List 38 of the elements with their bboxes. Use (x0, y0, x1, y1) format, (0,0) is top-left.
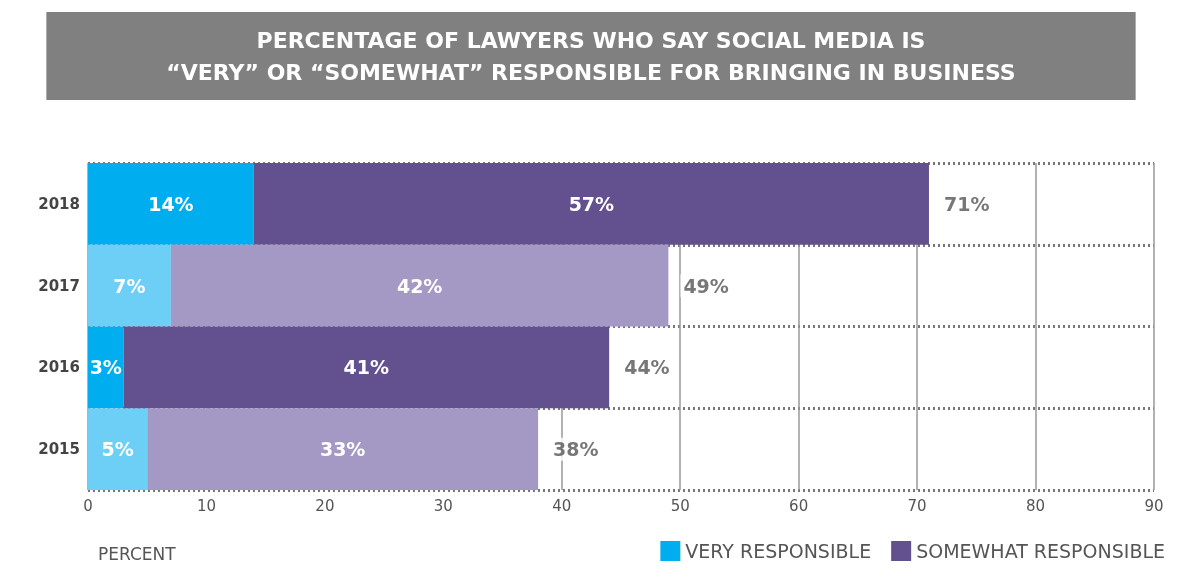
x-tick-label: 80 (1026, 496, 1046, 515)
x-tick-label: 60 (789, 496, 809, 515)
x-tick-label: 20 (315, 496, 335, 515)
data-label: 42% (396, 274, 443, 297)
data-label: 5% (101, 438, 134, 461)
total-label: 44% (624, 356, 670, 379)
y-tick-label: 2018 (38, 194, 80, 213)
bar (253, 163, 929, 245)
bar (88, 326, 124, 409)
bar (88, 163, 254, 245)
data-label: 7% (113, 274, 146, 297)
bar (88, 408, 148, 490)
data-label: 57% (568, 192, 615, 215)
data-label: 33% (319, 438, 366, 461)
x-axis-title: PERCENT (98, 543, 177, 564)
y-tick-label: 2015 (38, 440, 80, 459)
data-label: 3% (89, 356, 122, 379)
data-label: 14% (148, 192, 194, 215)
x-tick-label: 70 (907, 496, 927, 515)
x-tick-label: 10 (196, 496, 216, 515)
bar (170, 244, 669, 327)
bar (123, 326, 610, 409)
total-label: 49% (683, 274, 729, 297)
x-tick-label: 30 (433, 496, 453, 515)
legend-label: VERY RESPONSIBLE (685, 540, 872, 562)
y-tick-label: 2017 (38, 276, 80, 295)
x-tick-label: 0 (83, 496, 93, 515)
x-tick-label: 90 (1144, 496, 1164, 515)
x-tick-label: 40 (552, 496, 572, 515)
x-tick-label: 50 (670, 496, 690, 515)
y-tick-label: 2016 (38, 358, 80, 377)
bar (88, 244, 171, 327)
bar (147, 408, 539, 490)
chart-title: PERCENTAGE OF LAWYERS WHO SAY SOCIAL MEDIA IS “VERY” OR “SOMEWHAT” RESPONSIBLE FOR BRINGING IN BUSINESS (166, 27, 1016, 85)
data-label: 41% (343, 356, 390, 379)
total-label: 71% (943, 192, 990, 215)
legend-label: SOMEWHAT RESPONSIBLE (916, 540, 1166, 562)
total-label: 38% (553, 438, 599, 461)
